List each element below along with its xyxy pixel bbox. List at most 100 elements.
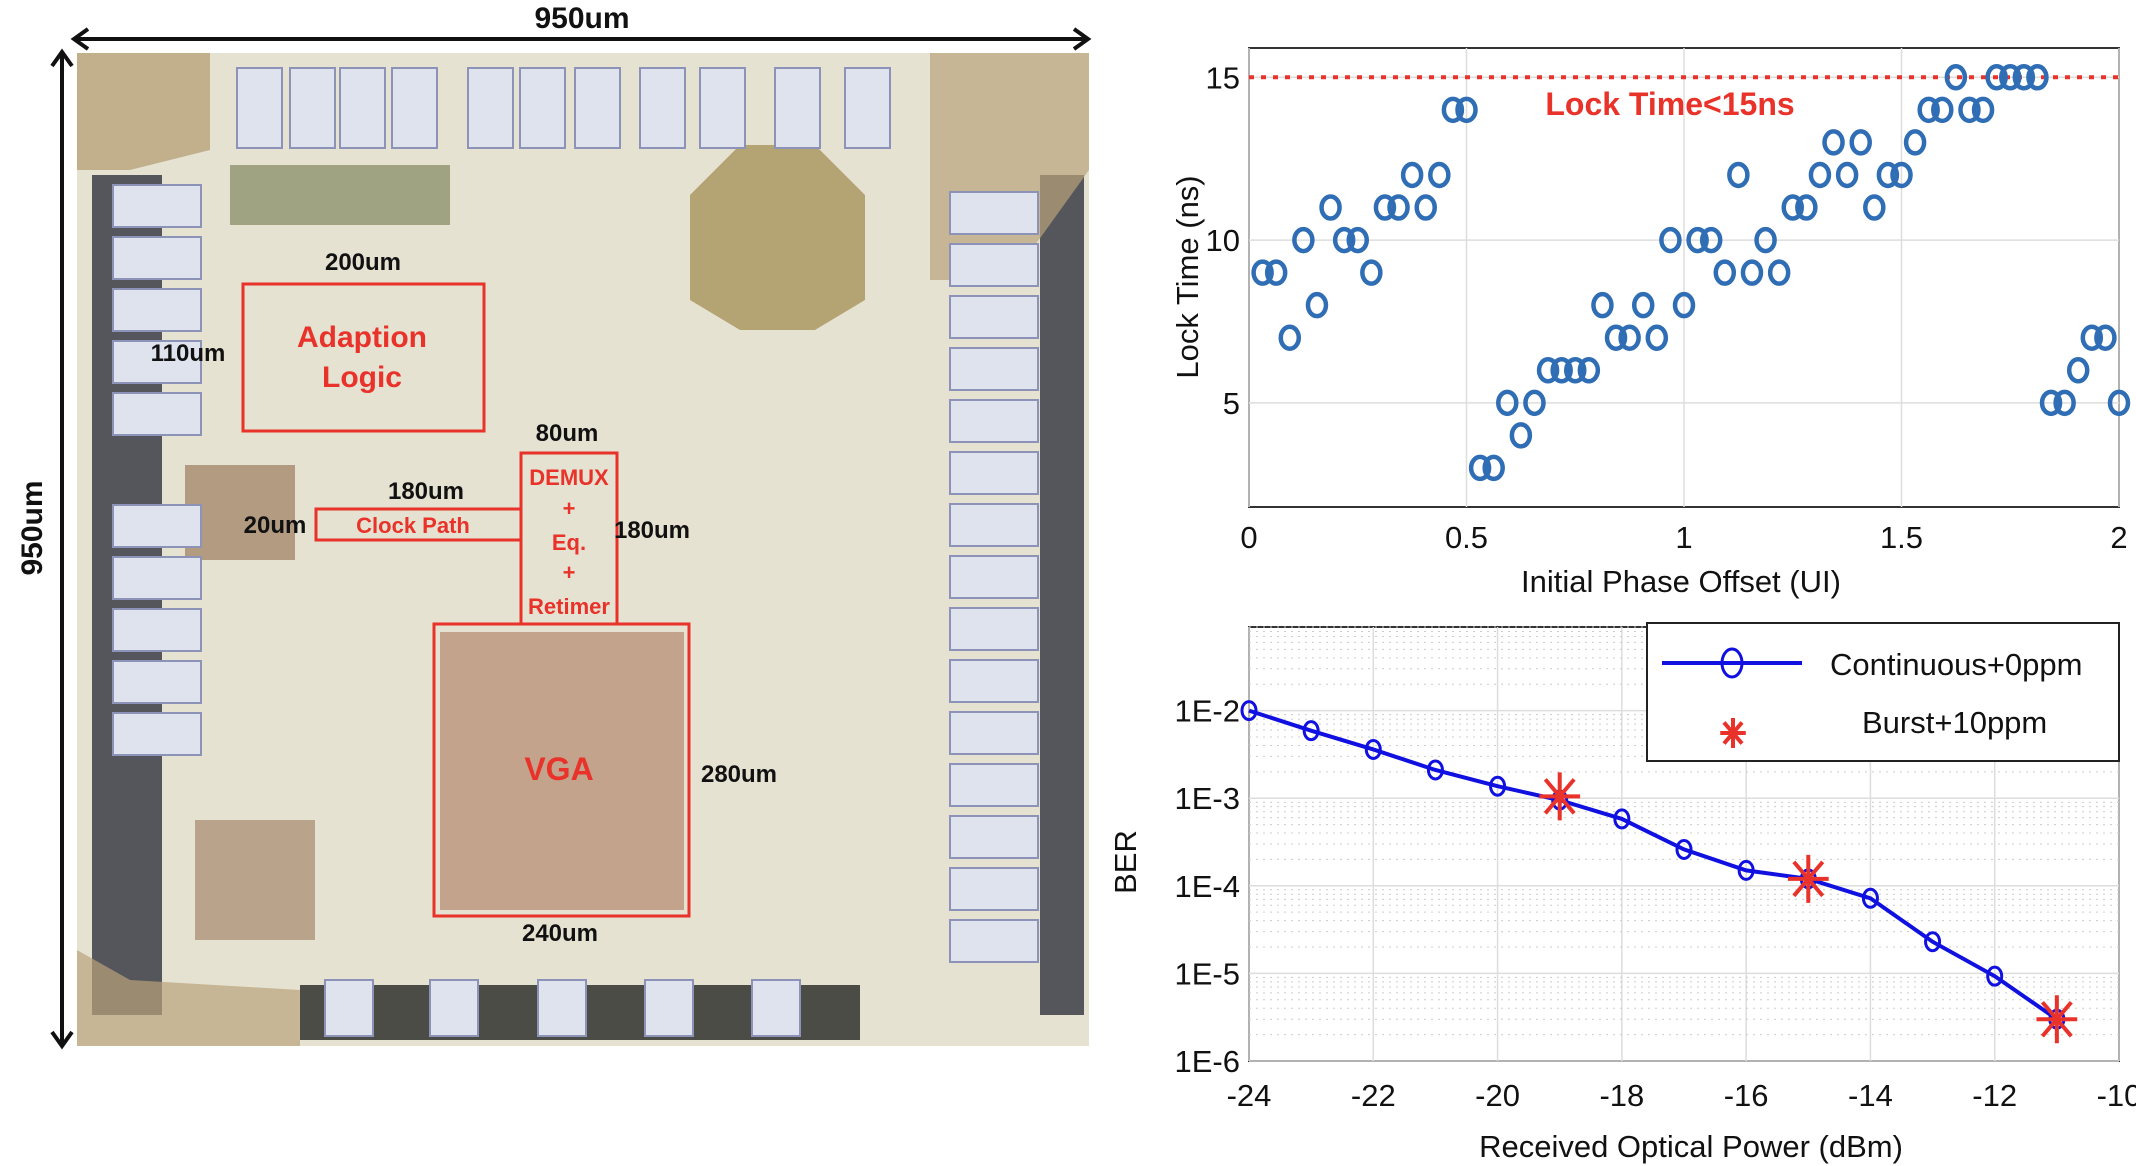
die-height-label: 950um (16, 480, 49, 575)
legend-circle-marker-icon (1720, 647, 1744, 679)
demux-block: DEMUX + Eq. + Retimer 80um 180um (519, 420, 690, 626)
burst-point (1787, 854, 1829, 903)
right-ring (1040, 175, 1084, 1015)
data-point (2080, 324, 2104, 351)
x-tick-label: -20 (1475, 1078, 1520, 1113)
bond-pad (644, 979, 694, 1037)
x-axis-label: Initial Phase Offset (UI) (1521, 564, 1841, 599)
data-point (1428, 161, 1451, 189)
data-point (1999, 64, 2022, 91)
data-point (1360, 259, 1383, 286)
adaption-label-line1: Adaption (297, 321, 427, 354)
continuous-point (1924, 931, 1942, 953)
bond-pad (112, 556, 202, 600)
bond-pad (339, 67, 386, 149)
data-point (1808, 161, 1832, 189)
data-point (2039, 389, 2063, 417)
bond-pad (429, 979, 479, 1037)
data-point (1863, 194, 1886, 221)
data-point (1346, 226, 1369, 254)
x-tick-label: 1.5 (1880, 520, 1923, 555)
data-point (1536, 357, 1560, 384)
data-point (1686, 226, 1709, 254)
bond-pad (949, 191, 1039, 235)
die-width-dimension: 950um (70, 2, 1092, 51)
data-point (2107, 389, 2131, 417)
data-point (1699, 226, 1723, 254)
data-point (1604, 324, 1628, 351)
data-point (1292, 226, 1315, 254)
data-point (1971, 96, 1995, 124)
data-point (1319, 194, 1342, 221)
corner-bl (77, 950, 300, 1046)
die-height-dimension: 950um (16, 48, 74, 1050)
bond-pad (112, 660, 202, 704)
continuous-point (1675, 838, 1693, 860)
bond-pad (639, 67, 686, 149)
bond-pad (949, 919, 1039, 963)
data-point (1564, 357, 1587, 384)
data-point (1944, 64, 1968, 91)
y-axis-label: Lock Time (ns) (1170, 175, 1205, 378)
bond-pad (236, 67, 283, 149)
ber-chart: -24 -22 -20 -18 -16 -14 -12 -10 1E-6 1E-5 1E-4 1E-3… (1108, 622, 2136, 1164)
data-point (1903, 129, 1927, 156)
data-point (1455, 96, 1478, 124)
vga-width-label: 240um (522, 920, 598, 947)
asterisk-stroke (1722, 721, 1744, 745)
data-point (1496, 389, 1519, 417)
x-tick-label: -16 (1724, 1078, 1769, 1113)
lock-time-chart: Lock Time<15ns 0 0.5 1 1.5 2 5 10 15 Initial Ph… (1170, 47, 2131, 599)
vga-block: VGA 280um 240um (432, 622, 777, 947)
bond-pad (774, 67, 821, 149)
data-point (1917, 96, 1940, 124)
data-point (1387, 194, 1410, 221)
adaption-height-label: 110um (151, 340, 226, 367)
data-point (1713, 259, 1737, 286)
data-point (1577, 357, 1601, 384)
y-axis-label: BER (1108, 830, 1143, 894)
bond-pad (949, 243, 1039, 287)
clock-path-label: Clock Path (356, 513, 470, 538)
bond-pad (949, 867, 1039, 911)
data-point (1985, 64, 2008, 91)
data-point (1414, 194, 1437, 221)
asterisk-stroke (1543, 778, 1576, 815)
data-point (2094, 324, 2117, 351)
data-point (1441, 96, 1465, 124)
adaption-label-line2: Logic (322, 361, 402, 394)
x-tick-label: -24 (1227, 1078, 1272, 1113)
data-point (2026, 64, 2049, 91)
bond-pad (574, 67, 621, 149)
bond-pad (949, 451, 1039, 495)
continuous-point (1861, 887, 1879, 909)
demux-line5: Retimer (528, 594, 610, 619)
tick-labels: -24 -22 -20 -18 -16 -14 -12 -10 1E-6 1E-5 1E-4 1E-3… (1175, 694, 2136, 1113)
data-point (1251, 259, 1274, 286)
data-point (1672, 291, 1696, 319)
asterisk-stroke (1792, 860, 1825, 898)
data-point (1781, 194, 1804, 221)
die-photo (77, 53, 1089, 1046)
data-point (1754, 226, 1777, 254)
data-point (1645, 324, 1669, 351)
bond-pad (949, 555, 1039, 599)
y-tick-label: 5 (1223, 386, 1240, 421)
demux-width-label: 80um (536, 420, 599, 447)
continuous-point (1364, 738, 1382, 760)
continuous-point (1986, 965, 2004, 987)
data-point (1468, 454, 1492, 482)
demux-line3: Eq. (552, 530, 586, 555)
data-point (1876, 161, 1900, 189)
x-tick-label: -18 (1599, 1078, 1644, 1113)
data-point (1740, 259, 1764, 286)
data-point (1631, 291, 1655, 319)
y-tick-label: 1E-4 (1175, 869, 1240, 904)
data-point (2053, 389, 2076, 417)
y-tick-label: 1E-5 (1175, 956, 1240, 991)
bond-pads (112, 67, 1039, 1037)
data-point (1278, 324, 1302, 351)
x-tick-label: -22 (1351, 1078, 1396, 1113)
bond-pad (112, 288, 202, 332)
x-tick-label: 2 (2110, 520, 2127, 555)
